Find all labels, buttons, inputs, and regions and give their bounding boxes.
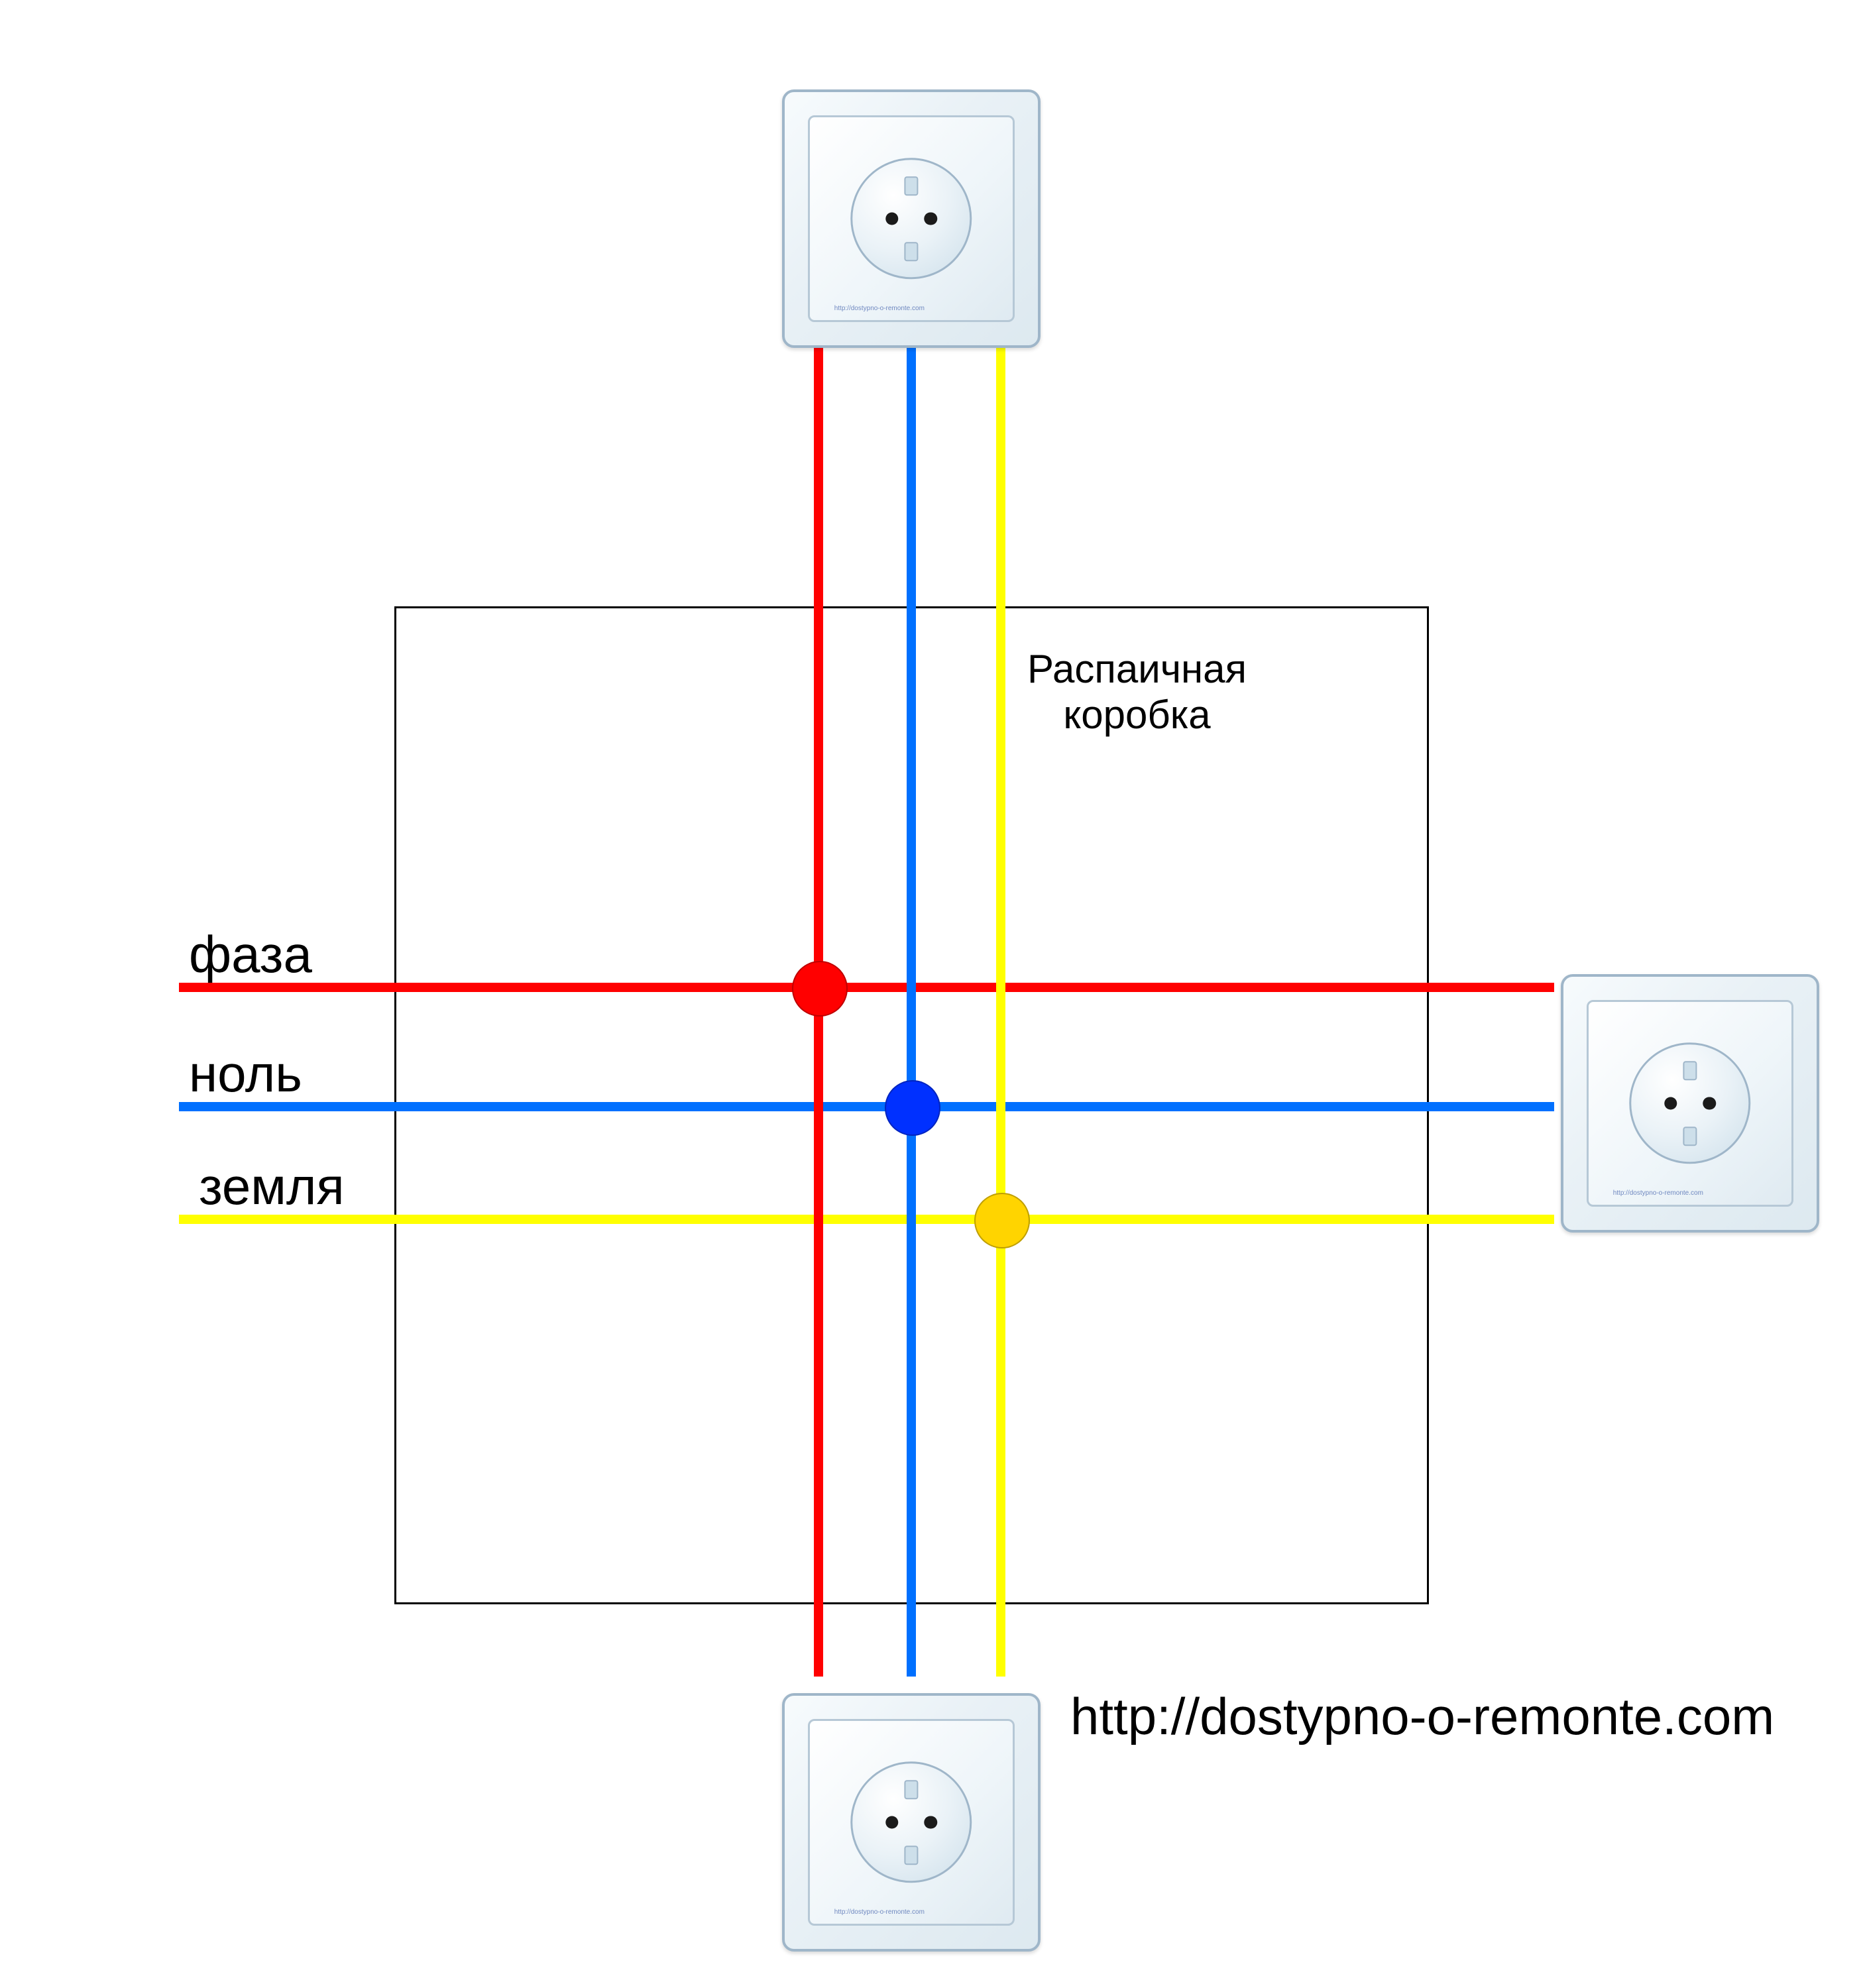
- socket-bottom: http://dostypno-o-remonte.com: [782, 1693, 1041, 1952]
- wire-neutral-horizontal: [179, 1102, 1554, 1111]
- pin-hole-icon: [925, 1816, 938, 1829]
- wire-ground-horizontal: [179, 1215, 1554, 1224]
- wire-neutral-vertical: [907, 338, 916, 1677]
- wire-phase-label: фаза: [189, 924, 312, 985]
- socket-face-icon: [1629, 1042, 1750, 1164]
- junction-box-label-line2: коробка: [1027, 692, 1247, 738]
- pin-hole-icon: [1664, 1097, 1677, 1110]
- phase-dot: [792, 961, 848, 1017]
- ground-clip-icon: [904, 242, 919, 261]
- socket-watermark: http://dostypno-o-remonte.com: [834, 305, 1001, 312]
- junction-box-label-line1: Распаичная: [1027, 646, 1247, 692]
- junction-box-label: Распаичная коробка: [1027, 646, 1247, 738]
- ground-dot: [974, 1193, 1030, 1248]
- pin-hole-icon: [925, 212, 938, 225]
- socket-right: http://dostypno-o-remonte.com: [1561, 974, 1819, 1233]
- source-url: http://dostypno-o-remonte.com: [1070, 1686, 1774, 1747]
- socket-watermark: http://dostypno-o-remonte.com: [834, 1908, 1001, 1916]
- socket-plate-icon: http://dostypno-o-remonte.com: [808, 115, 1015, 322]
- socket-top: http://dostypno-o-remonte.com: [782, 89, 1041, 348]
- neutral-dot: [885, 1080, 940, 1136]
- pin-hole-icon: [1703, 1097, 1717, 1110]
- ground-clip-icon: [1683, 1061, 1697, 1080]
- wire-neutral-label: ноль: [189, 1044, 302, 1104]
- socket-watermark: http://dostypno-o-remonte.com: [1613, 1189, 1780, 1197]
- socket-face-icon: [850, 1761, 972, 1883]
- pin-hole-icon: [885, 212, 899, 225]
- socket-plate-icon: http://dostypno-o-remonte.com: [1587, 1000, 1793, 1207]
- ground-clip-icon: [1683, 1127, 1697, 1146]
- ground-clip-icon: [904, 1780, 919, 1799]
- socket-plate-icon: http://dostypno-o-remonte.com: [808, 1719, 1015, 1926]
- wire-ground-vertical: [996, 338, 1005, 1677]
- ground-clip-icon: [904, 1846, 919, 1865]
- pin-hole-icon: [885, 1816, 899, 1829]
- diagram-stage: Распаичная коробка фаза ноль земля http:…: [0, 0, 1865, 1988]
- wire-phase-horizontal: [179, 983, 1554, 992]
- socket-face-icon: [850, 158, 972, 279]
- ground-clip-icon: [904, 176, 919, 195]
- wire-ground-label: земля: [199, 1156, 345, 1217]
